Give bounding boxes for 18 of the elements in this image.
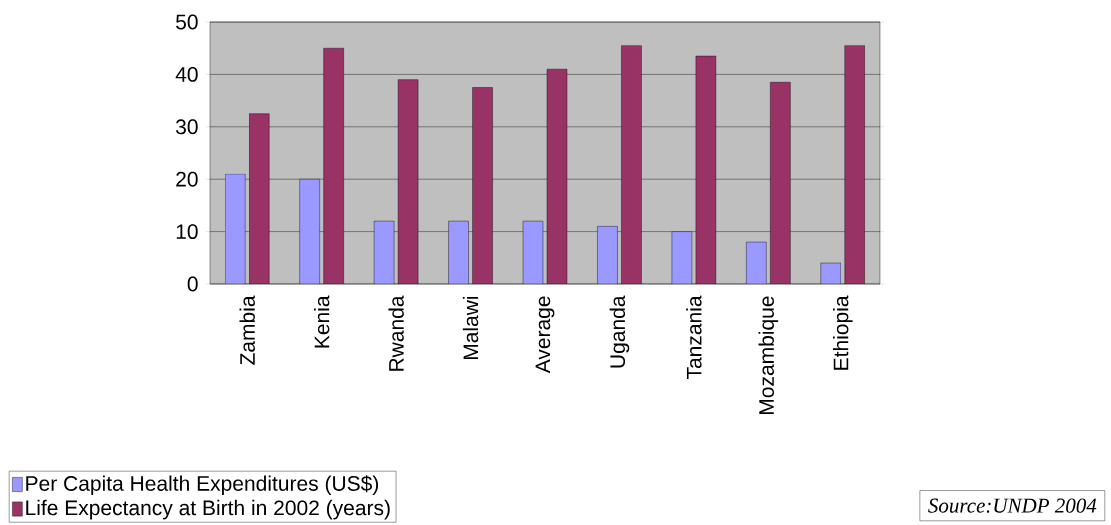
y-tick-label: 50 [176, 14, 198, 30]
x-tick-label: Malawi [462, 296, 479, 360]
x-tick-label: Tanzania [686, 295, 702, 380]
legend-label: Per Capita Health Expenditures (US$) [26, 475, 379, 496]
x-tick-label: Rwanda [388, 295, 404, 371]
y-tick-label: 20 [176, 171, 198, 187]
x-tick-label: Zambia [239, 295, 255, 365]
y-tick-label: 10 [176, 224, 198, 240]
x-tick-label: Mozambique [758, 296, 779, 414]
y-tick-label: 40 [175, 66, 198, 82]
legend-label: Life Expectancy at Birth in 2002 (years) [26, 499, 390, 520]
x-tick-label: Ethiopia [832, 295, 853, 370]
x-tick-label: Kenia [313, 295, 330, 348]
x-tick-label: Average [535, 296, 555, 374]
x-tick-label: Uganda [609, 295, 630, 368]
source-note: Source:UNDP 2004 [928, 498, 1097, 513]
y-tick-label: 0 [187, 276, 198, 292]
y-tick-label: 30 [175, 119, 198, 135]
